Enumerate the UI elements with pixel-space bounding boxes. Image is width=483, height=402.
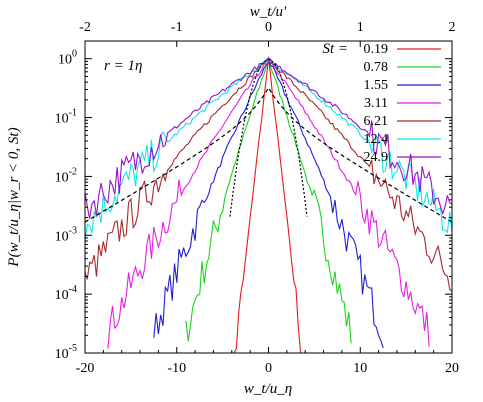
series-layer <box>84 56 453 354</box>
x2-tick-label: -1 <box>171 20 183 35</box>
series-line <box>222 57 315 354</box>
legend-label: 6.21 <box>364 114 389 129</box>
y-axis-label: P(w_t/u_η|w_r < 0, St) <box>6 127 22 267</box>
legend-title: St = <box>322 41 348 57</box>
legend-label: 24.9 <box>364 150 389 165</box>
legend: St = 0.19 0.78 1.55 3.11 6.21 12.4 24.9 <box>322 41 441 165</box>
y-tick-label: 10-3 <box>55 225 77 244</box>
series-line <box>84 57 453 219</box>
series-line <box>185 59 352 344</box>
x2-tick-label: 1 <box>357 20 364 35</box>
legend-label: 1.55 <box>364 78 389 93</box>
legend-label: 0.19 <box>364 42 389 57</box>
x-axis-label: w_t/u_η <box>244 381 292 397</box>
y-tick-label: 10-1 <box>55 108 77 127</box>
x2-axis-label: w_t/u' <box>250 4 287 20</box>
legend-label: 3.11 <box>364 96 388 111</box>
legend-label: 0.78 <box>364 60 389 75</box>
tick-layer: -20 -10 0 10 20-2 -1 0 1 210-510-410-310-210-110… <box>55 20 459 376</box>
x-tick-label: -20 <box>76 361 95 376</box>
reference-curve <box>84 86 453 223</box>
x-tick-label: 10 <box>353 361 367 376</box>
reference-curve <box>229 59 308 217</box>
y-tick-label: 100 <box>58 49 77 68</box>
annotation-label: r = 1η <box>104 58 142 74</box>
y-tick-label: 10-5 <box>55 343 77 362</box>
series-line <box>153 60 384 349</box>
y-tick-label: 10-4 <box>55 284 77 303</box>
x-tick-label: 20 <box>445 361 459 376</box>
x2-tick-label: -2 <box>79 20 91 35</box>
x2-tick-label: 2 <box>449 20 456 35</box>
legend-label: 12.4 <box>364 132 389 147</box>
y-tick-label: 10-2 <box>55 166 77 185</box>
x-tick-label: 0 <box>265 361 272 376</box>
series-line <box>84 60 453 243</box>
x-tick-label: -10 <box>167 361 186 376</box>
series-line <box>84 56 453 292</box>
x2-tick-label: 0 <box>265 20 272 35</box>
